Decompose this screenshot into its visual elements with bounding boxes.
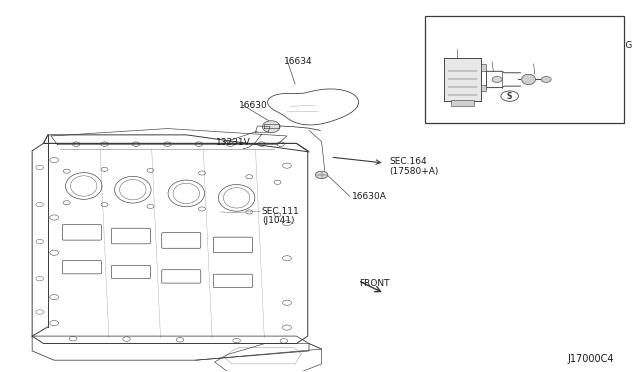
Ellipse shape bbox=[262, 121, 280, 133]
Text: SEC.111: SEC.111 bbox=[262, 207, 300, 216]
Text: 17002M: 17002M bbox=[498, 47, 532, 56]
Text: FRONT: FRONT bbox=[359, 279, 390, 288]
Bar bbox=[426, 16, 623, 123]
Bar bbox=[451, 100, 474, 106]
Circle shape bbox=[541, 77, 551, 83]
Text: S: S bbox=[507, 92, 513, 101]
Bar bbox=[481, 85, 486, 92]
Circle shape bbox=[492, 77, 502, 83]
Text: SEC.164: SEC.164 bbox=[389, 157, 426, 166]
Text: 16634: 16634 bbox=[284, 57, 312, 66]
Text: J17000C4: J17000C4 bbox=[568, 355, 614, 365]
Ellipse shape bbox=[522, 74, 536, 85]
Text: (17580+A): (17580+A) bbox=[389, 167, 438, 176]
Bar bbox=[481, 64, 486, 71]
Text: 16630: 16630 bbox=[239, 101, 268, 110]
Text: (2): (2) bbox=[534, 96, 545, 105]
Text: (J1041): (J1041) bbox=[262, 216, 294, 225]
Bar bbox=[444, 58, 481, 101]
Text: 08360-41225: 08360-41225 bbox=[524, 89, 577, 98]
Text: 13231V: 13231V bbox=[216, 138, 251, 147]
Text: 16630A: 16630A bbox=[352, 192, 387, 201]
Text: 17010G: 17010G bbox=[598, 41, 633, 50]
Text: 17001: 17001 bbox=[447, 62, 475, 71]
Circle shape bbox=[316, 171, 328, 179]
